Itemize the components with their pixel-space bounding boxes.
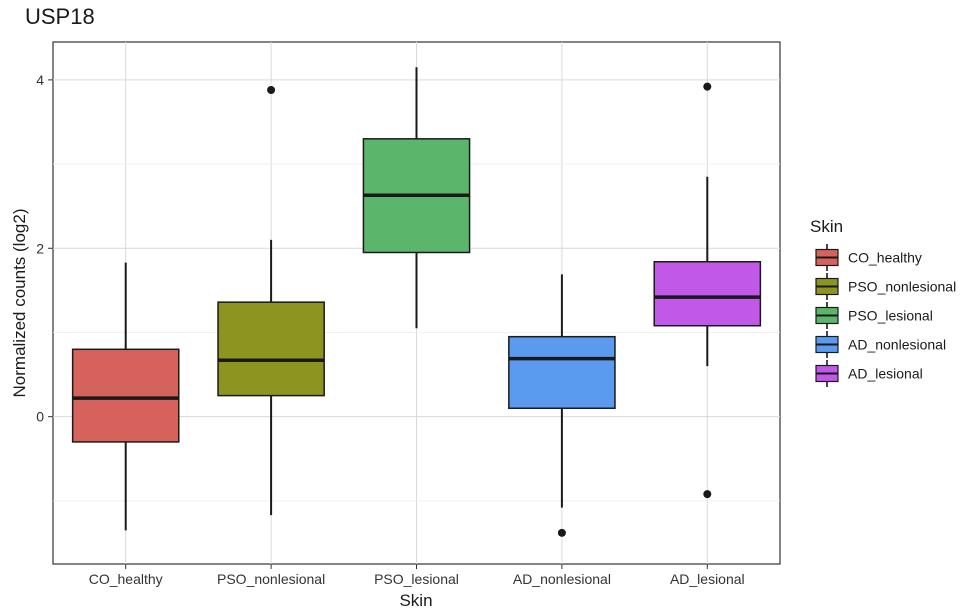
box-iqr	[508, 335, 616, 409]
box-series	[71, 67, 762, 537]
chart-title: USP18	[25, 4, 95, 29]
legend-item-CO_healthy: CO_healthy	[815, 244, 922, 271]
y-axis-ticks: 0 2 4	[36, 72, 53, 425]
y-tick-label: 2	[36, 240, 44, 256]
y-tick-label: 0	[36, 409, 44, 425]
x-tick-label: CO_healthy	[89, 571, 163, 587]
outlier-point	[267, 85, 276, 94]
box-PSO_nonlesional	[217, 85, 325, 516]
box-PSO_lesional	[362, 67, 471, 329]
box-iqr	[217, 301, 325, 397]
box-iqr	[653, 260, 762, 327]
x-axis-title: Skin	[399, 591, 432, 610]
legend-item-PSO_nonlesional: PSO_nonlesional	[815, 273, 956, 300]
x-axis-ticks: CO_healthy PSO_nonlesional PSO_lesional AD_…	[89, 564, 745, 587]
legend-item-PSO_lesional: PSO_lesional	[815, 302, 933, 329]
box-CO_healthy	[71, 262, 180, 531]
x-tick-label: PSO_lesional	[374, 571, 459, 587]
legend-label: PSO_lesional	[848, 308, 933, 324]
y-tick-label: 4	[36, 72, 44, 88]
y-axis-title: Normalized counts (log2)	[10, 209, 29, 398]
legend-label: PSO_nonlesional	[848, 279, 956, 295]
x-tick-label: PSO_nonlesional	[217, 571, 325, 587]
legend-item-AD_nonlesional: AD_nonlesional	[815, 331, 946, 358]
outlier-point	[703, 82, 712, 91]
legend-item-AD_lesional: AD_lesional	[815, 360, 923, 387]
legend-label: CO_healthy	[848, 250, 922, 266]
legend-label: AD_lesional	[848, 366, 923, 382]
outlier-point	[703, 490, 712, 499]
x-tick-label: AD_lesional	[670, 571, 745, 587]
legend: Skin CO_healthy PSO_nonlesional PSO_lesion…	[810, 217, 956, 387]
legend-title: Skin	[810, 217, 843, 236]
outlier-point	[557, 528, 566, 537]
box-AD_lesional	[653, 82, 762, 499]
x-tick-label: AD_nonlesional	[513, 571, 611, 587]
legend-label: AD_nonlesional	[848, 337, 946, 353]
box-AD_nonlesional	[508, 274, 616, 537]
box-iqr	[71, 348, 180, 443]
legend-items: CO_healthy PSO_nonlesional PSO_lesional AD_…	[815, 244, 956, 387]
